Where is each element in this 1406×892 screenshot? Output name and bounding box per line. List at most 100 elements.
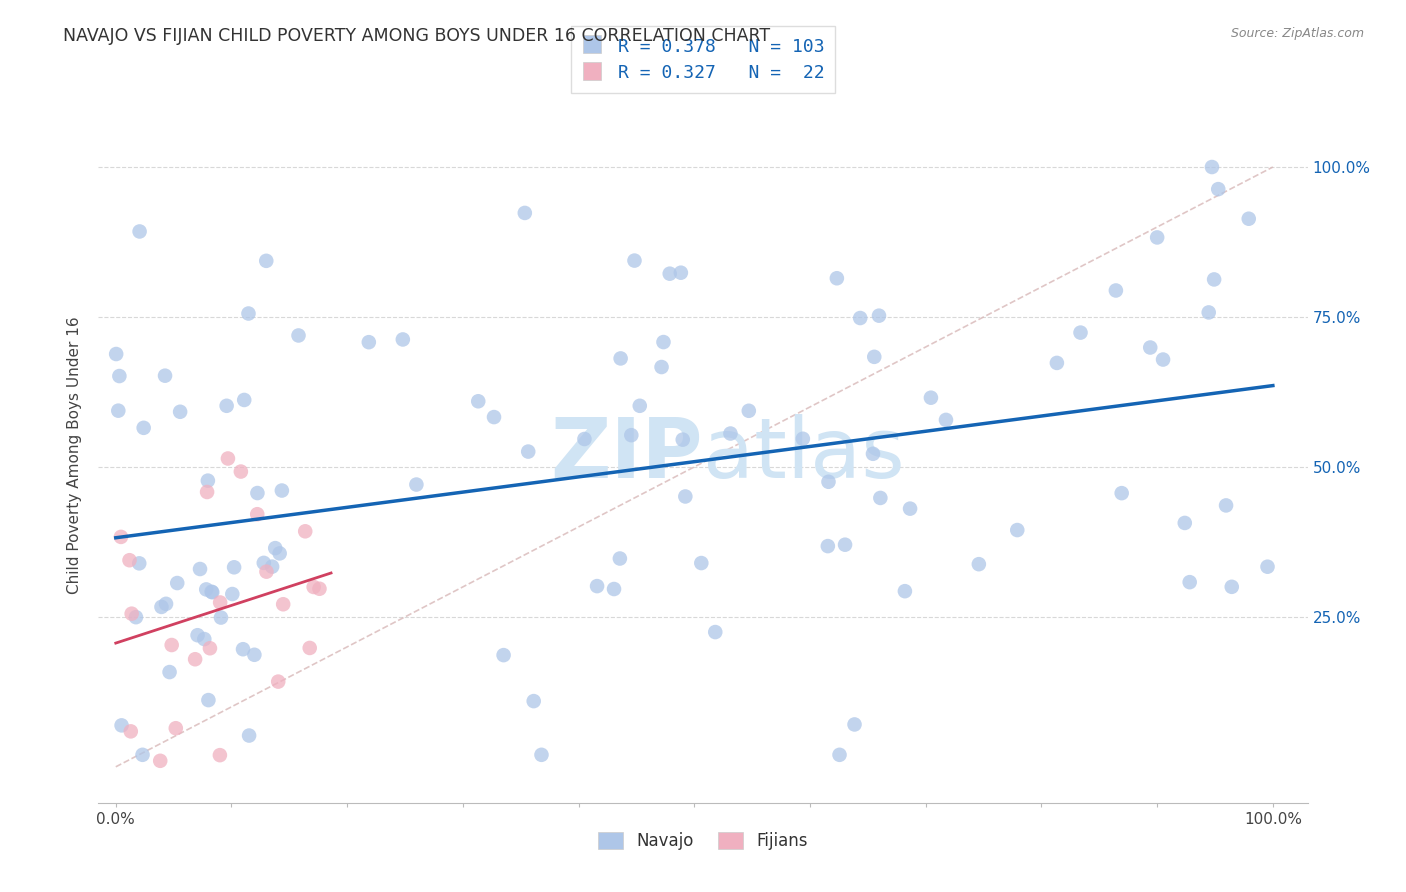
Text: atlas: atlas [703,415,904,495]
Point [287,328,309,343]
Point [1178,575,1201,590]
Point [246,486,269,500]
Point [862,447,884,461]
Point [271,597,294,611]
Point [720,426,742,441]
Point [238,306,260,320]
Point [120,724,142,739]
Point [131,747,153,762]
Point [270,483,292,498]
Point [898,501,921,516]
Point [217,451,239,466]
Point [149,754,172,768]
Point [209,595,232,609]
Point [1152,352,1174,367]
Point [253,556,276,570]
Point [1146,230,1168,244]
Point [1046,356,1069,370]
Point [834,538,856,552]
Point [792,432,814,446]
Point [738,404,761,418]
Point [1201,160,1223,174]
Point [482,410,505,425]
Point [197,693,219,707]
Point [215,399,238,413]
Point [254,253,277,268]
Point [467,394,489,409]
Legend: Navajo, Fijians: Navajo, Fijians [591,826,815,857]
Point [128,224,150,238]
Point [1139,341,1161,355]
Point [269,546,291,560]
Y-axis label: Child Poverty Among Boys Under 16: Child Poverty Among Boys Under 16 [67,316,83,594]
Point [623,253,645,268]
Point [195,485,218,500]
Point [165,721,187,735]
Point [298,640,321,655]
Point [920,391,942,405]
Point [159,665,181,679]
Point [1070,326,1092,340]
Point [1257,559,1279,574]
Point [869,491,891,505]
Point [673,490,696,504]
Point [132,421,155,435]
Point [704,625,727,640]
Point [125,610,148,624]
Point [243,648,266,662]
Point [863,350,886,364]
Point [574,432,596,446]
Point [201,585,224,599]
Point [198,641,221,656]
Point [107,403,129,417]
Point [849,311,872,326]
Point [262,559,284,574]
Point [1174,516,1197,530]
Point [128,557,150,571]
Point [1220,580,1243,594]
Point [246,507,269,521]
Point [517,444,540,458]
Point [188,562,211,576]
Point [935,413,957,427]
Point [160,638,183,652]
Point [193,632,215,646]
Point [110,530,132,544]
Point [357,335,380,350]
Point [229,465,252,479]
Point [267,674,290,689]
Point [651,359,673,374]
Point [197,474,219,488]
Point [200,584,222,599]
Point [184,652,207,666]
Point [1215,499,1237,513]
Point [609,351,631,366]
Point [1204,272,1226,286]
Point [1206,182,1229,196]
Point [492,648,515,662]
Point [187,628,209,642]
Point [224,560,246,574]
Point [208,748,231,763]
Point [232,642,254,657]
Point [308,582,330,596]
Point [294,524,316,539]
Point [405,477,427,491]
Point [658,267,681,281]
Point [1007,523,1029,537]
Point [195,582,218,597]
Point [669,266,692,280]
Point [690,556,713,570]
Point [105,347,128,361]
Point [967,557,990,571]
Point [828,747,851,762]
Point [894,584,917,599]
Point [628,399,651,413]
Point [121,607,143,621]
Point [238,729,260,743]
Point [155,597,177,611]
Point [150,599,173,614]
Point [672,433,695,447]
Point [513,206,536,220]
Point [652,334,675,349]
